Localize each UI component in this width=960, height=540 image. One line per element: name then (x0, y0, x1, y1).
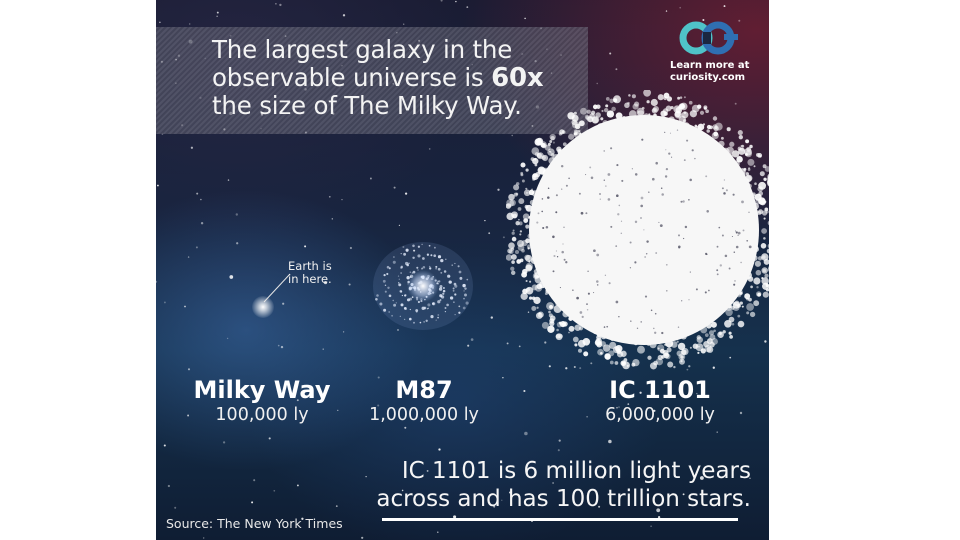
curiosity-logo-icon[interactable] (676, 18, 746, 58)
title-highlight: 60x (491, 63, 544, 93)
earth-annotation: Earth is in here. (288, 260, 332, 286)
milky-way-dot (252, 296, 274, 318)
title-banner: The largest galaxy in the observable uni… (156, 27, 588, 134)
galaxy-size-ic1101: 6,000,000 ly (605, 405, 715, 425)
earth-annotation-line-1: Earth is (288, 259, 332, 273)
title-line-2-text: observable universe is (212, 63, 492, 92)
title-line-2: observable universe is 60x (212, 63, 544, 93)
infographic-poster: The largest galaxy in the observable uni… (156, 0, 769, 540)
earth-annotation-line-2: in here. (288, 272, 332, 286)
fact-line-1: IC 1101 is 6 million light years (401, 458, 751, 484)
source-credit: Source: The New York Times (166, 516, 343, 531)
fact-line-2: across and has 100 trillion stars. (376, 486, 751, 512)
galaxy-name-m87: M87 (395, 376, 453, 404)
galaxy-size-m87: 1,000,000 ly (369, 405, 479, 425)
galaxy-size-milky-way: 100,000 ly (215, 405, 309, 425)
logo-caption[interactable]: Learn more at curiosity.com (670, 60, 749, 84)
galaxy-name-milky-way: Milky Way (193, 376, 331, 404)
galaxy-name-ic1101: IC 1101 (609, 376, 711, 404)
earth-pointer-line (263, 273, 291, 303)
title-line-3: the size of The Milky Way. (212, 91, 522, 120)
logo-caption-line-1: Learn more at (670, 60, 750, 71)
m87-galaxy-image (373, 242, 473, 330)
title-line-1: The largest galaxy in the (212, 35, 513, 64)
logo-caption-line-2: curiosity.com (670, 72, 746, 83)
ic1101-galaxy-image (506, 90, 769, 370)
fact-underline (382, 518, 738, 521)
